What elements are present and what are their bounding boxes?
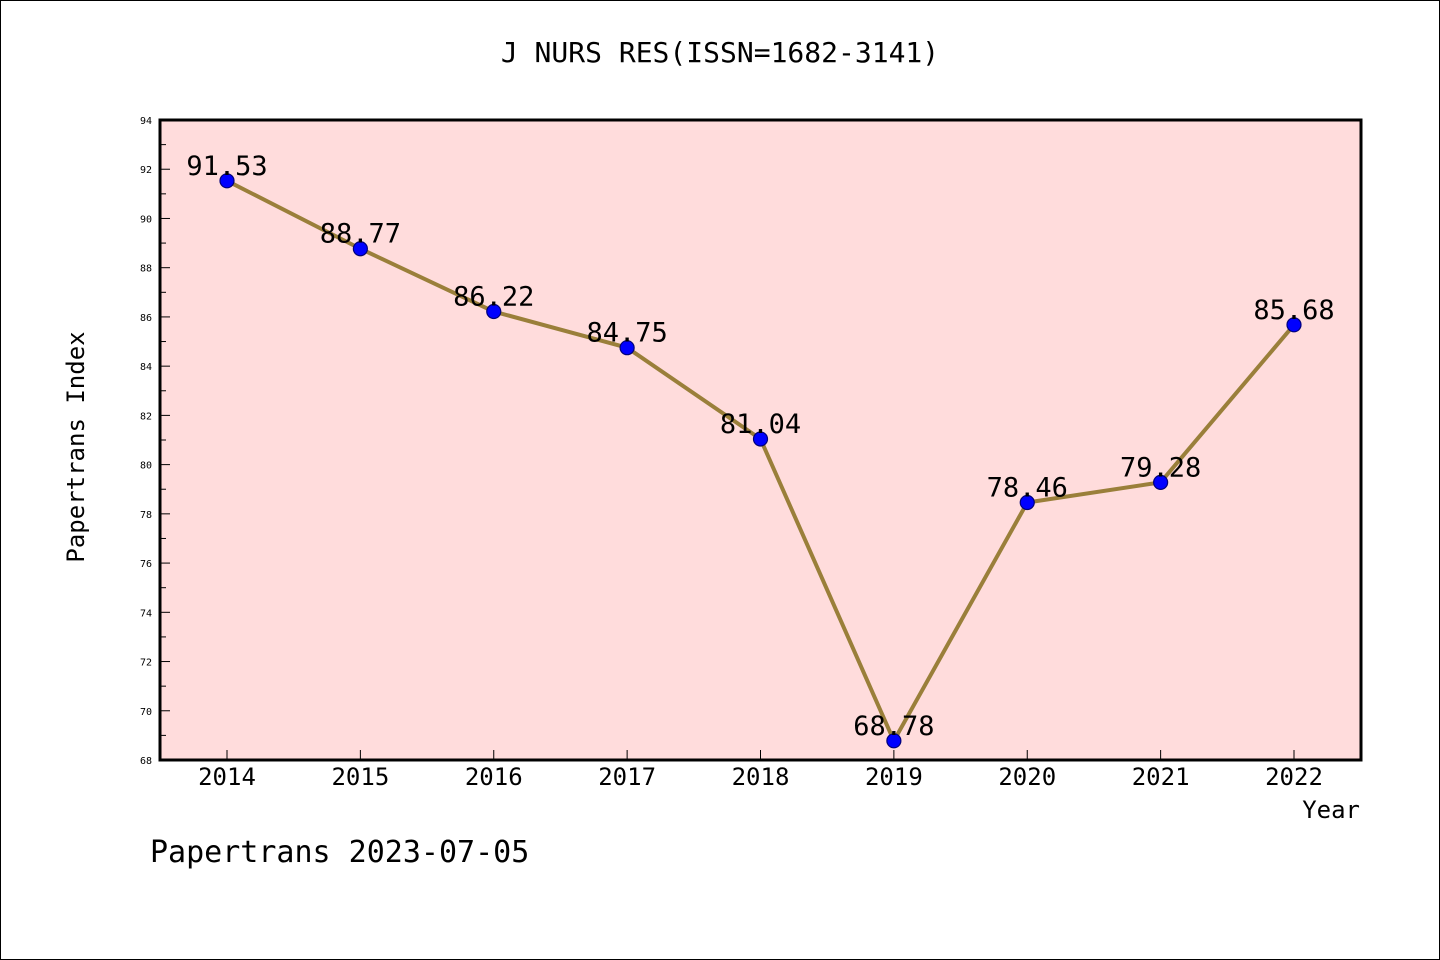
y-tick-label: 68 [140, 756, 152, 767]
data-point [1153, 474, 1169, 490]
data-label: 68.78 [853, 711, 934, 742]
y-tick-label: 84 [140, 362, 152, 373]
data-point [486, 303, 502, 320]
data-label: 86.22 [453, 282, 534, 313]
x-tick-label: 2014 [198, 763, 256, 791]
data-label: 84.75 [586, 318, 667, 349]
x-tick-label: 2019 [865, 763, 923, 791]
x-tick-label: 2020 [998, 763, 1056, 791]
data-label: 78.46 [987, 473, 1068, 504]
y-tick-label: 74 [140, 608, 152, 619]
data-point [219, 173, 235, 189]
data-labels: 91.53 88.77 86.22 84.75 81.04 68.78 78.46 79.28… [186, 151, 1334, 742]
data-label: 91.53 [186, 151, 267, 182]
plot-border [158, 118, 1363, 762]
x-tick-label: 2021 [1132, 763, 1190, 791]
x-axis-label: Year [1302, 796, 1360, 824]
data-points [219, 173, 1302, 749]
data-point [752, 431, 769, 447]
y-tick-label: 88 [140, 264, 152, 275]
data-label: 88.77 [320, 219, 401, 250]
footer-credit: Papertrans 2023-07-05 [150, 835, 530, 870]
y-tick-label: 70 [140, 707, 152, 718]
y-axis: 68 70 72 74 76 78 80 82 84 86 88 90 92 94 [140, 116, 170, 767]
y-tick-label: 94 [140, 116, 152, 127]
data-point [352, 241, 368, 257]
y-tick-label: 92 [140, 165, 152, 176]
data-point [1286, 317, 1302, 333]
chart-title: J NURS RES(ISSN=1682-3141) [500, 36, 940, 69]
y-tick-label: 86 [140, 313, 152, 324]
y-tick-label: 90 [140, 214, 152, 225]
y-tick-label: 76 [140, 559, 152, 570]
y-tick-label: 72 [140, 658, 152, 669]
x-tick-label: 2022 [1265, 763, 1323, 791]
y-tick-label: 78 [140, 510, 152, 521]
y-tick-label: 80 [140, 461, 152, 472]
x-tick-label: 2015 [331, 763, 389, 791]
x-axis: 2014 2015 2016 2017 2018 2019 2020 2021 2022 [198, 750, 1323, 791]
x-tick-label: 2018 [732, 763, 790, 791]
data-label: 81.04 [720, 409, 801, 440]
data-point [886, 733, 902, 749]
data-label: 79.28 [1120, 452, 1201, 483]
y-tick-label: 82 [140, 411, 152, 422]
data-label: 85.68 [1253, 295, 1334, 326]
x-tick-label: 2016 [465, 763, 523, 791]
data-point [1019, 494, 1035, 511]
data-point [619, 340, 635, 356]
x-tick-label: 2017 [598, 763, 656, 791]
